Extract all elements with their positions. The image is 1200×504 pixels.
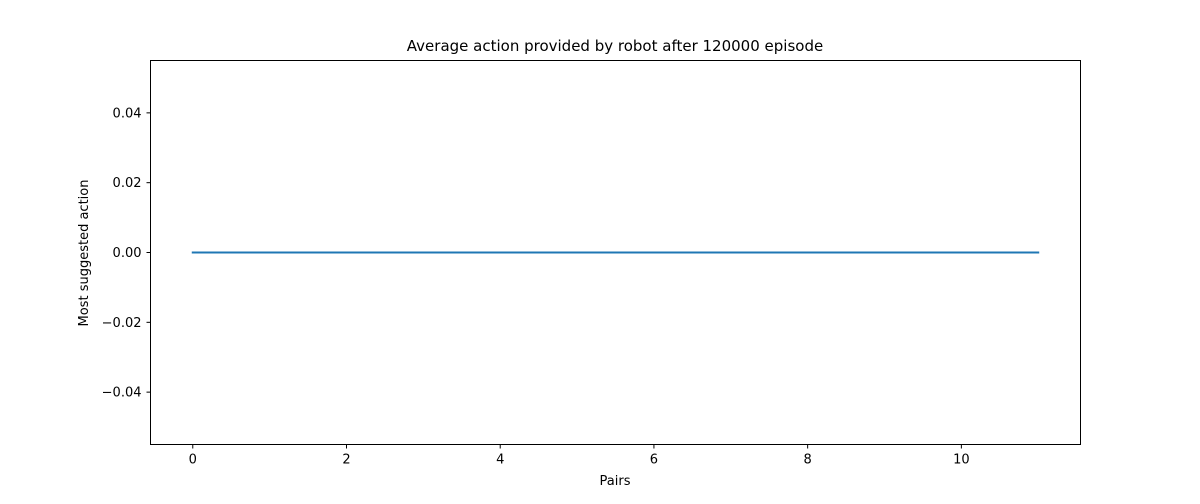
x-tick-label: 6: [650, 453, 658, 468]
x-tick-label: 8: [804, 453, 812, 468]
axes-frame: [150, 60, 1081, 445]
y-tick-label: −0.02: [102, 316, 142, 331]
chart-title: Average action provided by robot after 1…: [407, 37, 823, 55]
x-tick-label: 10: [953, 453, 970, 468]
y-tick-label: 0.02: [113, 176, 142, 191]
x-tick-label: 4: [496, 453, 504, 468]
x-axis-ticks: 0 2 4 6 8 10: [189, 444, 970, 468]
y-axis-label: Most suggested action: [77, 180, 92, 327]
x-tick-label: 0: [189, 453, 197, 468]
y-tick-label: 0.04: [113, 106, 142, 121]
y-tick-label: 0.00: [113, 246, 142, 261]
y-axis-ticks: −0.04 −0.02 0.00 0.02 0.04: [102, 106, 151, 401]
x-axis-label: Pairs: [600, 474, 631, 489]
x-tick-label: 2: [342, 453, 350, 468]
y-tick-label: −0.04: [102, 386, 142, 401]
